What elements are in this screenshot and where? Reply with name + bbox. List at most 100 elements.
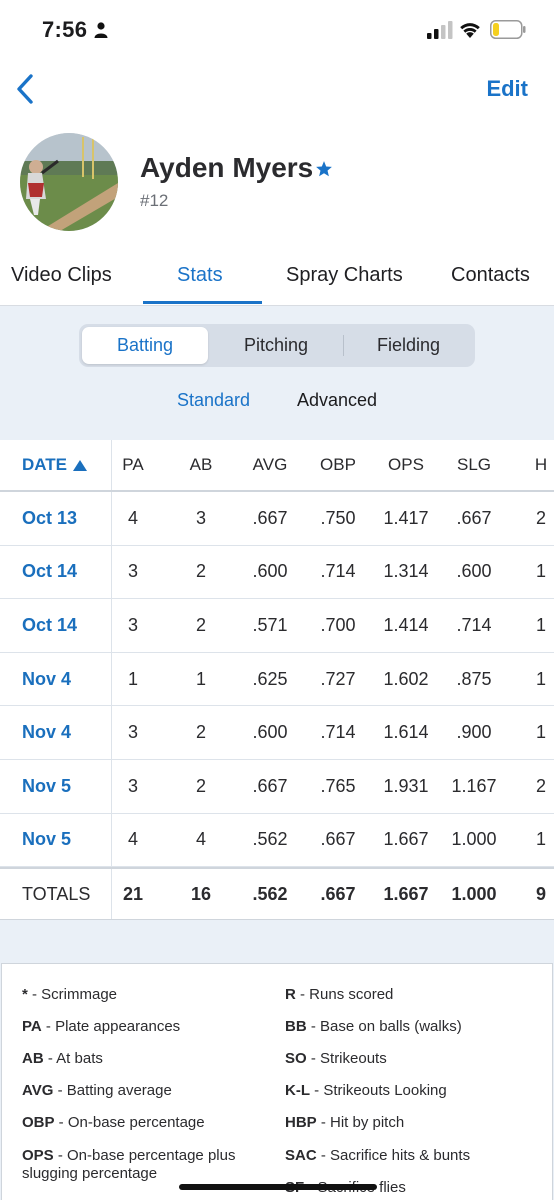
edit-button[interactable]: Edit bbox=[486, 76, 528, 101]
cell-date[interactable]: Oct 14 bbox=[0, 599, 112, 652]
cell-pa: 3 bbox=[127, 561, 138, 582]
tab-spray-charts[interactable]: Spray Charts bbox=[286, 264, 403, 286]
legend-abbr: AB bbox=[22, 1050, 44, 1067]
cell-ab: 2 bbox=[195, 561, 206, 582]
totals-ops: 1.667 bbox=[383, 883, 429, 904]
header-slg[interactable]: SLG bbox=[456, 455, 492, 474]
cell-date[interactable]: Nov 4 bbox=[0, 652, 112, 706]
header-ab[interactable]: AB bbox=[189, 455, 213, 474]
avatar bbox=[20, 133, 118, 231]
header-h[interactable]: H bbox=[534, 455, 548, 474]
segment-fielding[interactable]: Fielding bbox=[376, 335, 441, 355]
legend-abbr: * bbox=[22, 986, 28, 1003]
cell-ops: 1.602 bbox=[383, 668, 429, 689]
person-icon bbox=[94, 22, 108, 38]
cell-date[interactable]: Nov 5 bbox=[0, 759, 112, 813]
avatar-photo bbox=[20, 133, 118, 231]
wifi-icon bbox=[460, 23, 480, 38]
header-pa[interactable]: PA bbox=[122, 455, 144, 474]
cell-pa: 4 bbox=[127, 507, 138, 528]
legend-item: HBP - Hit by pitch bbox=[285, 1114, 535, 1132]
cell-ops: 1.614 bbox=[383, 722, 429, 743]
legend-desc: - Base on balls (walks) bbox=[306, 1018, 462, 1035]
cell-h: 1 bbox=[535, 722, 546, 743]
cell-date[interactable]: Oct 13 bbox=[0, 492, 112, 545]
segment-pitching[interactable]: Pitching bbox=[243, 335, 309, 355]
stat-type-segmented-control: Batting Pitching Fielding bbox=[79, 324, 475, 367]
cell-slg: .600 bbox=[456, 561, 492, 582]
legend-item: BB - Base on balls (walks) bbox=[285, 1018, 535, 1036]
legend-item: SAC - Sacrifice hits & bunts bbox=[285, 1147, 535, 1165]
header-avg[interactable]: AVG bbox=[252, 455, 288, 474]
legend-desc: - Scrimmage bbox=[27, 986, 118, 1003]
table-row: Nov 5 3 2 .667 .765 1.931 1.167 2 bbox=[0, 759, 554, 814]
header-obp[interactable]: OBP bbox=[320, 455, 356, 474]
legend-abbr: K-L bbox=[285, 1082, 310, 1099]
tab-contacts[interactable]: Contacts bbox=[451, 264, 530, 286]
cell-date[interactable]: Oct 14 bbox=[0, 545, 112, 599]
filter-panel: Batting Pitching Fielding Standard Advan… bbox=[0, 306, 554, 440]
legend-item: OBP - On-base percentage bbox=[22, 1114, 272, 1132]
tab-bar: Video Clips Stats Spray Charts Contacts bbox=[0, 244, 554, 306]
cell-h: 1 bbox=[535, 561, 546, 582]
totals-avg: .562 bbox=[252, 883, 288, 904]
subtab-advanced[interactable]: Advanced bbox=[297, 390, 378, 410]
stats-legend: * - Scrimmage PA - Plate appearances AB - … bbox=[1, 963, 553, 1200]
cell-pa: 4 bbox=[127, 829, 138, 850]
cell-ops: 1.414 bbox=[383, 614, 429, 635]
player-number: #12 bbox=[140, 191, 169, 210]
cell-avg: .667 bbox=[252, 775, 288, 796]
cell-pa: 1 bbox=[127, 668, 138, 689]
cell-h: 2 bbox=[535, 775, 546, 796]
cell-obp: .750 bbox=[320, 507, 356, 528]
legend-item: R - Runs scored bbox=[285, 986, 535, 1004]
cell-pa: 3 bbox=[127, 775, 138, 796]
cell-slg: .900 bbox=[456, 722, 492, 743]
cell-ab: 2 bbox=[195, 722, 206, 743]
legend-abbr: SAC bbox=[285, 1147, 317, 1164]
cell-avg: .667 bbox=[252, 507, 288, 528]
table-body: Oct 13 4 3 .667 .750 1.417 .667 2 Oct 14 3 2 .600 .7… bbox=[0, 492, 554, 868]
cell-pa: 3 bbox=[127, 722, 138, 743]
cell-ab: 4 bbox=[195, 829, 206, 850]
cell-date[interactable]: Nov 4 bbox=[0, 706, 112, 759]
cell-date[interactable]: Nov 5 bbox=[0, 813, 112, 867]
segment-batting[interactable]: Batting bbox=[82, 327, 208, 364]
totals-label: TOTALS bbox=[0, 869, 112, 920]
totals-obp: .667 bbox=[320, 883, 356, 904]
cell-obp: .714 bbox=[320, 722, 356, 743]
cell-obp: .765 bbox=[320, 775, 356, 796]
cell-ops: 1.314 bbox=[383, 561, 429, 582]
cell-obp: .727 bbox=[320, 668, 356, 689]
player-name: Ayden Myers bbox=[140, 152, 314, 183]
cell-avg: .600 bbox=[252, 722, 288, 743]
header-ops[interactable]: OPS bbox=[388, 455, 424, 474]
back-chevron-icon[interactable] bbox=[14, 72, 38, 106]
status-time: 7:56 bbox=[42, 17, 88, 42]
cell-ab: 3 bbox=[195, 507, 206, 528]
legend-item: AVG - Batting average bbox=[22, 1082, 272, 1100]
cell-ops: 1.417 bbox=[383, 507, 429, 528]
legend-abbr: OBP bbox=[22, 1114, 55, 1131]
cell-avg: .562 bbox=[252, 829, 288, 850]
battery-icon bbox=[490, 20, 526, 39]
legend-item: SO - Strikeouts bbox=[285, 1050, 535, 1068]
cellular-signal-icon bbox=[427, 21, 453, 39]
table-row: Oct 14 3 2 .571 .700 1.414 .714 1 bbox=[0, 599, 554, 653]
legend-desc: - Batting average bbox=[53, 1082, 172, 1099]
header-date[interactable]: DATE bbox=[0, 440, 112, 490]
sort-ascending-icon bbox=[73, 459, 88, 471]
batting-stats-table: DATE PA AB AVG OBP OPS SLG H Oct 13 4 3 .66… bbox=[0, 440, 554, 922]
totals-slg: 1.000 bbox=[451, 883, 497, 904]
table-row: Nov 4 1 1 .625 .727 1.602 .875 1 bbox=[0, 652, 554, 707]
active-tab-indicator bbox=[143, 301, 262, 304]
tab-video-clips[interactable]: Video Clips bbox=[11, 264, 112, 286]
cell-ops: 1.931 bbox=[383, 775, 429, 796]
tab-stats[interactable]: Stats bbox=[177, 264, 223, 286]
legend-abbr: AVG bbox=[22, 1082, 54, 1099]
cell-ab: 2 bbox=[195, 614, 206, 635]
legend-desc: - On-base percentage plus slugging perce… bbox=[22, 1147, 236, 1182]
subtab-standard[interactable]: Standard bbox=[177, 390, 251, 410]
cell-avg: .571 bbox=[252, 614, 288, 635]
legend-abbr: BB bbox=[285, 1018, 307, 1035]
